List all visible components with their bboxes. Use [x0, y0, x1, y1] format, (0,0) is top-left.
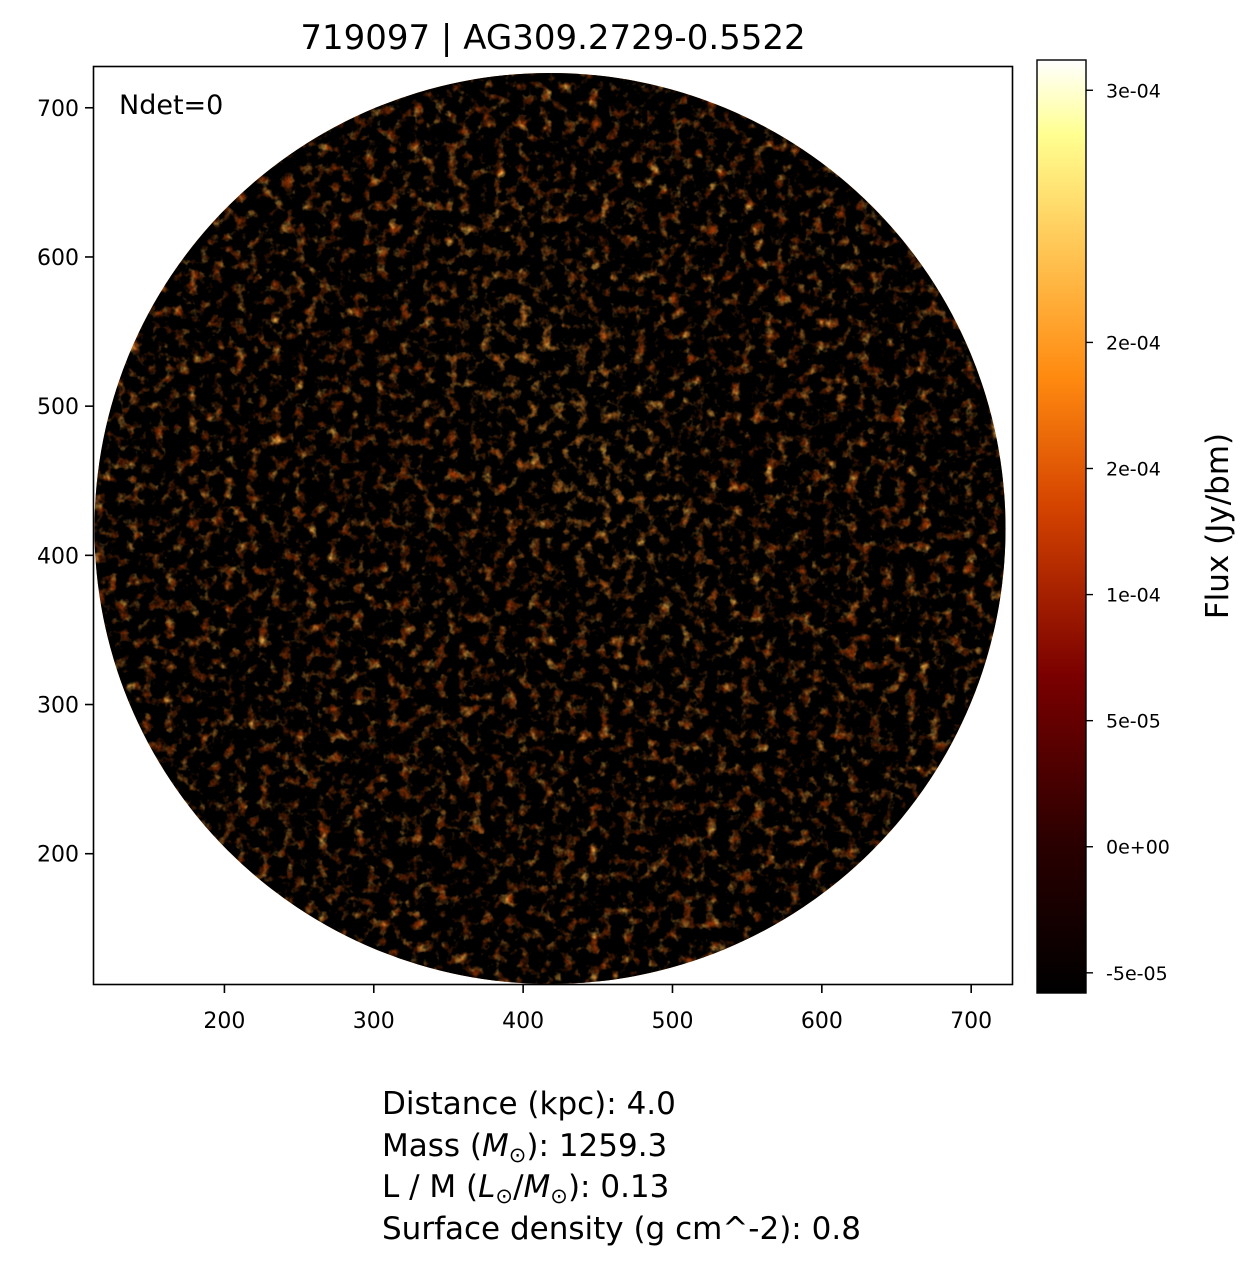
dark-speckle — [94, 72, 1006, 985]
colorbar-tick-label: 2e-04 — [1106, 459, 1161, 481]
y-axis: 200 300 400 500 600 700 — [37, 97, 93, 868]
y-tick-label: 400 — [37, 544, 79, 569]
ndet-annotation: Ndet=0 — [119, 90, 223, 121]
axes-frame — [92, 65, 1014, 986]
x-tick-label: 700 — [950, 1009, 992, 1034]
y-tick-label: 200 — [37, 843, 79, 868]
colorbar — [1036, 59, 1087, 994]
x-tick-label: 200 — [203, 1009, 245, 1034]
y-tick-label: 600 — [37, 246, 79, 271]
lm-line: L / M (L⊙/M⊙): 0.13 — [382, 1169, 670, 1208]
mass-line: Mass (M⊙): 1259.3 — [382, 1127, 668, 1167]
colorbar-tick-label: 5e-05 — [1106, 711, 1161, 733]
colorbar-tick-label: -5e-05 — [1106, 963, 1168, 985]
colorbar-label: Flux (Jy/bm) — [1200, 433, 1236, 619]
x-axis: 200 300 400 500 600 700 — [203, 985, 992, 1034]
colorbar-axis: -5e-05 0e+00 5e-05 1e-04 2e-04 2e-04 3e-04 — [1086, 80, 1170, 985]
y-tick-label: 500 — [37, 395, 79, 420]
flux-map — [94, 72, 1006, 985]
colorbar-tick-label: 2e-04 — [1106, 332, 1161, 354]
x-tick-label: 300 — [353, 1009, 395, 1034]
distance-line: Distance (kpc): 4.0 — [382, 1086, 676, 1122]
colorbar-tick-label: 1e-04 — [1106, 585, 1161, 607]
source-info: Distance (kpc): 4.0 Mass (M⊙): 1259.3 L … — [382, 1084, 1202, 1250]
y-tick-label: 300 — [37, 694, 79, 719]
x-tick-label: 500 — [651, 1009, 693, 1034]
colorbar-tick-label: 3e-04 — [1106, 80, 1161, 102]
y-tick-label: 700 — [37, 97, 79, 122]
x-tick-label: 600 — [801, 1009, 843, 1034]
chart-title: 719097 | AG309.2729-0.5522 — [300, 18, 805, 58]
surface-density-line: Surface density (g cm^-2): 0.8 — [382, 1210, 861, 1247]
x-tick-label: 400 — [502, 1009, 544, 1034]
colorbar-tick-label: 0e+00 — [1106, 837, 1170, 859]
